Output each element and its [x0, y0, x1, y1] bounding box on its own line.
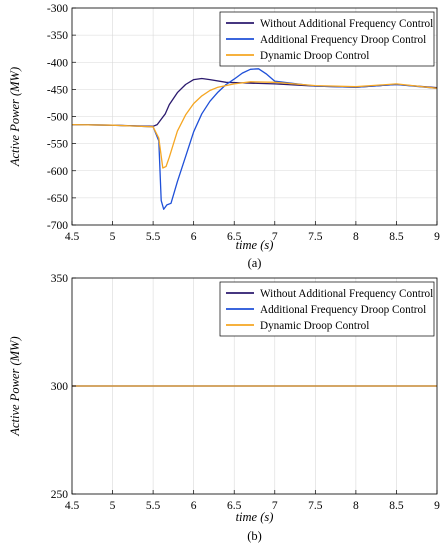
- series-line-dynamic: [72, 81, 437, 169]
- x-tick-label: 6.5: [227, 500, 242, 512]
- legend-label-without: Without Additional Frequency Control: [260, 288, 433, 300]
- x-tick-label: 7: [272, 500, 278, 512]
- y-tick-label: -600: [47, 166, 68, 178]
- y-axis-label: Active Power (MW): [8, 336, 22, 436]
- legend-label-additional: Additional Frequency Droop Control: [260, 304, 426, 316]
- y-tick-label: -650: [47, 193, 68, 205]
- legend: Without Additional Frequency Control Addi…: [219, 11, 435, 67]
- y-tick-label: 350: [51, 273, 69, 285]
- x-tick-label: 7: [272, 231, 278, 243]
- y-tick-label: -300: [47, 3, 68, 15]
- legend-label-additional: Additional Frequency Droop Control: [260, 34, 426, 46]
- x-tick-label: 5: [110, 231, 116, 243]
- legend-label-dynamic: Dynamic Droop Control: [260, 320, 369, 332]
- x-tick-label: 4.5: [65, 500, 80, 512]
- x-tick-label: 6: [191, 500, 197, 512]
- series-group: [72, 68, 437, 210]
- y-tick-label: 300: [51, 381, 69, 393]
- x-tick-label: 5.5: [146, 500, 161, 512]
- x-tick-label: 8: [353, 231, 359, 243]
- y-tick-label: 250: [51, 489, 69, 501]
- y-axis-label: Active Power (MW): [8, 67, 22, 167]
- legend-label-dynamic: Dynamic Droop Control: [260, 50, 369, 62]
- y-tick-label: -350: [47, 30, 68, 42]
- y-tick-label: -550: [47, 139, 68, 151]
- x-tick-label: 8: [353, 500, 359, 512]
- chart-panel-a: 4.5 5 5.5 6 6.5 7 7.5 8 8.5 9 -700 -650 -600 -550 -500…: [8, 3, 440, 270]
- y-tick-label: -500: [47, 112, 68, 124]
- x-tick-label: 7.5: [308, 231, 323, 243]
- x-tick-label: 5.5: [146, 231, 161, 243]
- x-tick-label: 9: [434, 231, 440, 243]
- x-axis-label: time (s): [236, 238, 274, 252]
- y-tick-label: -700: [47, 220, 68, 232]
- legend-box: [219, 11, 435, 67]
- chart-panel-b: 4.5 5 5.5 6 6.5 7 7.5 8 8.5 9 250 300 350 time (s) Act…: [8, 273, 440, 543]
- legend-box: [219, 281, 435, 337]
- panel-caption: (b): [247, 529, 262, 543]
- y-tick-label: -450: [47, 84, 68, 96]
- x-tick-label: 9: [434, 500, 440, 512]
- x-tick-label: 8.5: [389, 500, 404, 512]
- x-tick-label: 4.5: [65, 231, 80, 243]
- series-line-additional: [72, 68, 437, 210]
- legend: Without Additional Frequency Control Addi…: [219, 281, 435, 337]
- x-tick-label: 6: [191, 231, 197, 243]
- x-tick-label: 8.5: [389, 231, 404, 243]
- x-tick-label: 7.5: [308, 500, 323, 512]
- legend-label-without: Without Additional Frequency Control: [260, 18, 433, 30]
- x-axis-label: time (s): [236, 510, 274, 524]
- x-tick-label: 6.5: [227, 231, 242, 243]
- y-tick-label: -400: [47, 57, 68, 69]
- x-tick-label: 5: [110, 500, 116, 512]
- panel-caption: (a): [248, 256, 262, 270]
